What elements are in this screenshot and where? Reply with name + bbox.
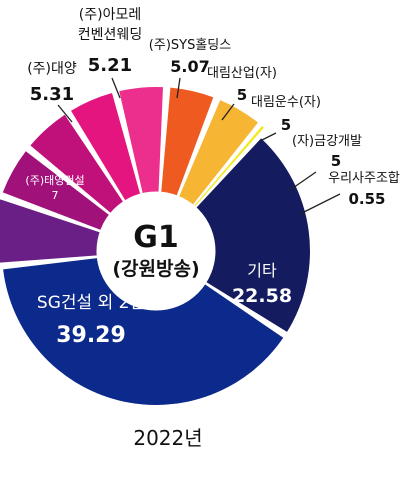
chart-slices — [0, 87, 310, 405]
leader-line-7 — [261, 132, 277, 141]
slice-9 — [190, 125, 264, 211]
slice-value-6: 5 — [237, 86, 247, 104]
slice-3 — [2, 151, 114, 232]
slice-value-7: 5 — [281, 116, 291, 134]
slice-label-7: 대림운수(자) — [251, 95, 321, 110]
slice-label-10: 기타 — [247, 261, 277, 280]
slice-label-1: SG건설 외 2인 — [37, 293, 145, 313]
slice-label-6: 대림산업(자) — [207, 66, 277, 81]
slice-label-9: 우리사주조합 — [328, 171, 400, 186]
slice-6 — [119, 87, 163, 199]
leader-lines — [57, 77, 341, 215]
slice-labels: SG건설 외 2인 39.29 (주)태영건설 7 (주)대양 5.31 (주)아모레 컨벤션… — [25, 7, 400, 348]
slice-7 — [160, 87, 214, 201]
slice-2 — [0, 199, 105, 263]
slice-label-2: (주)태영건설 — [25, 174, 84, 187]
slice-label-8: (자)금강개발 — [292, 134, 362, 149]
slice-value-1: 39.29 — [56, 323, 126, 348]
slice-label-5: (주)SYS홀딩스 — [149, 38, 231, 53]
slice-value-2: 7 — [52, 189, 59, 202]
slice-4 — [30, 114, 126, 217]
slice-label-3: (주)대양 — [27, 61, 77, 77]
slice-10 — [192, 138, 310, 332]
leader-line-5 — [176, 77, 181, 99]
slice-1 — [3, 257, 284, 405]
center-title: G1 — [133, 220, 179, 255]
center-subtitle: (강원방송) — [112, 258, 199, 280]
slice-label-4: (주)아모레 컨벤션웨딩 — [78, 7, 142, 43]
leader-line-4 — [111, 77, 121, 99]
slice-value-3: 5.31 — [30, 84, 74, 105]
leader-line-8 — [289, 171, 317, 191]
slice-value-10: 22.58 — [232, 285, 292, 307]
center-hole — [96, 191, 216, 311]
slice-8 — [177, 100, 258, 209]
slice-value-8: 5 — [331, 152, 341, 170]
slice-value-9: 0.55 — [348, 190, 385, 208]
leader-line-3 — [57, 104, 73, 123]
slice-value-4: 5.21 — [88, 55, 132, 76]
leader-line-6 — [221, 103, 235, 121]
year-label: 2022년 — [133, 426, 202, 450]
slice-5 — [71, 93, 142, 205]
leader-line-9 — [299, 193, 341, 215]
slice-value-5: 5.07 — [170, 57, 209, 76]
